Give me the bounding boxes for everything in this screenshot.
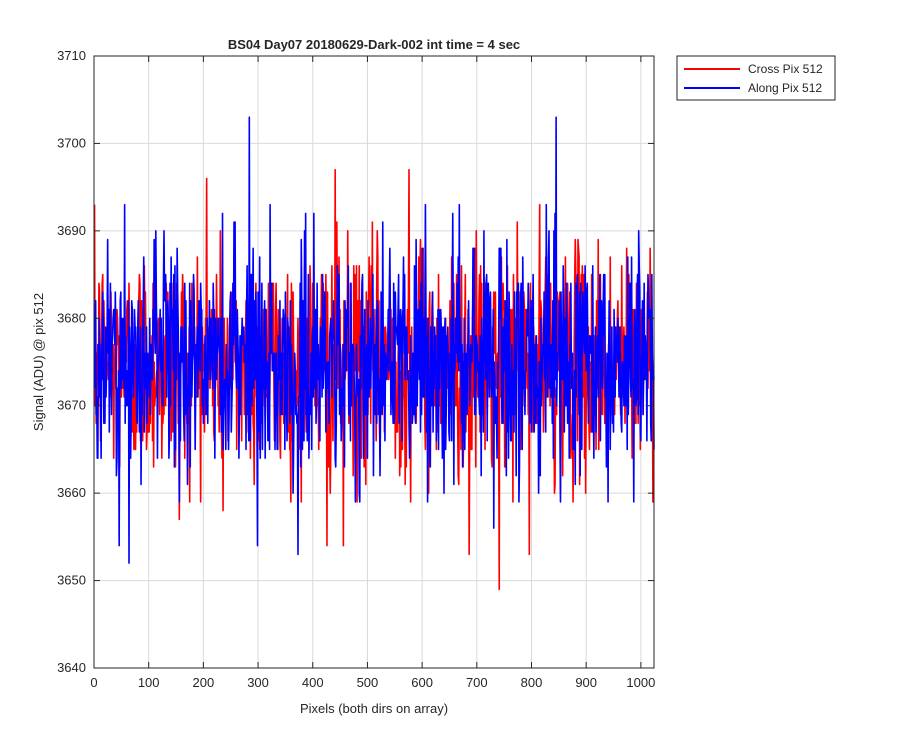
y-tick-label: 3640 xyxy=(57,660,86,675)
x-tick-label: 900 xyxy=(575,675,597,690)
y-tick-label: 3650 xyxy=(57,573,86,588)
series-lines xyxy=(93,116,655,591)
legend-box xyxy=(676,55,836,101)
y-tick-label: 3670 xyxy=(57,398,86,413)
x-tick-label: 200 xyxy=(193,675,215,690)
x-tick-label: 300 xyxy=(247,675,269,690)
x-tick-label: 400 xyxy=(302,675,324,690)
x-tick-label: 800 xyxy=(521,675,543,690)
x-tick-label: 0 xyxy=(90,675,97,690)
y-tick-label: 3680 xyxy=(57,310,86,325)
y-tick-label: 3690 xyxy=(57,223,86,238)
y-tick-label: 3660 xyxy=(57,485,86,500)
y-axis-label: Signal (ADU) @ pix 512 xyxy=(31,293,46,431)
legend-label-cross: Cross Pix 512 xyxy=(748,62,823,76)
series-line-along xyxy=(93,116,655,564)
y-tick-label: 3700 xyxy=(57,135,86,150)
y-tick-label: 3710 xyxy=(57,48,86,63)
x-tick-label: 500 xyxy=(357,675,379,690)
x-axis-label: Pixels (both dirs on array) xyxy=(300,701,448,716)
x-tick-label: 700 xyxy=(466,675,488,690)
legend: Cross Pix 512 Along Pix 512 xyxy=(676,55,836,101)
chart-title: BS04 Day07 20180629-Dark-002 int time = … xyxy=(228,37,520,52)
x-tick-label: 600 xyxy=(411,675,433,690)
ticks: 0 100 200 300 400 500 600 700 800 900 1000 3640 3650… xyxy=(57,48,655,690)
x-tick-label: 100 xyxy=(138,675,160,690)
axes-box xyxy=(93,55,655,669)
x-tick-label: 1000 xyxy=(626,675,655,690)
legend-label-along: Along Pix 512 xyxy=(748,81,822,95)
